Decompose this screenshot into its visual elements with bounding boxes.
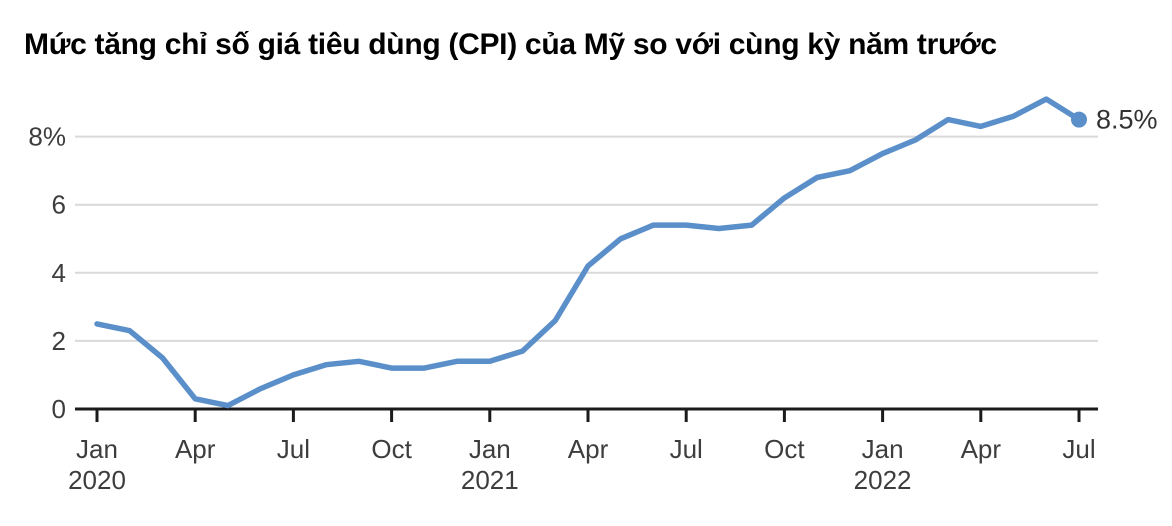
y-axis-tick-label: 8%	[28, 122, 66, 152]
y-axis-tick-label: 2	[52, 326, 66, 356]
y-axis-tick-label: 6	[52, 190, 66, 220]
x-axis-tick-label: Jan	[862, 434, 904, 464]
x-axis-tick-label: Jan	[469, 434, 511, 464]
x-axis-year-label: 2021	[461, 465, 519, 495]
x-axis-tick-label: Jul	[277, 434, 310, 464]
endpoint-value-label: 8.5%	[1096, 105, 1158, 135]
x-axis-year-label: 2022	[854, 465, 912, 495]
x-axis-tick-label: Jul	[670, 434, 703, 464]
x-axis-tick-label: Oct	[371, 434, 412, 464]
y-axis-tick-label: 4	[52, 258, 66, 288]
x-axis-tick-label: Jul	[1062, 434, 1095, 464]
y-axis-tick-label: 0	[52, 394, 66, 424]
chart-title: Mức tăng chỉ số giá tiêu dùng (CPI) của …	[24, 28, 997, 61]
x-axis-tick-label: Apr	[961, 434, 1002, 464]
x-axis-tick-label: Apr	[175, 434, 216, 464]
x-axis-tick-label: Oct	[764, 434, 805, 464]
x-axis-tick-label: Jan	[76, 434, 118, 464]
endpoint-marker	[1071, 111, 1087, 128]
cpi-line	[94, 96, 1082, 409]
x-axis-year-label: 2020	[68, 465, 126, 495]
x-axis-tick-label: Apr	[568, 434, 609, 464]
